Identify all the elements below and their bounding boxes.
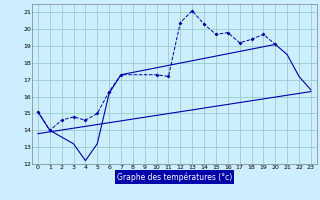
X-axis label: Graphe des températures (°c): Graphe des températures (°c)	[117, 172, 232, 182]
